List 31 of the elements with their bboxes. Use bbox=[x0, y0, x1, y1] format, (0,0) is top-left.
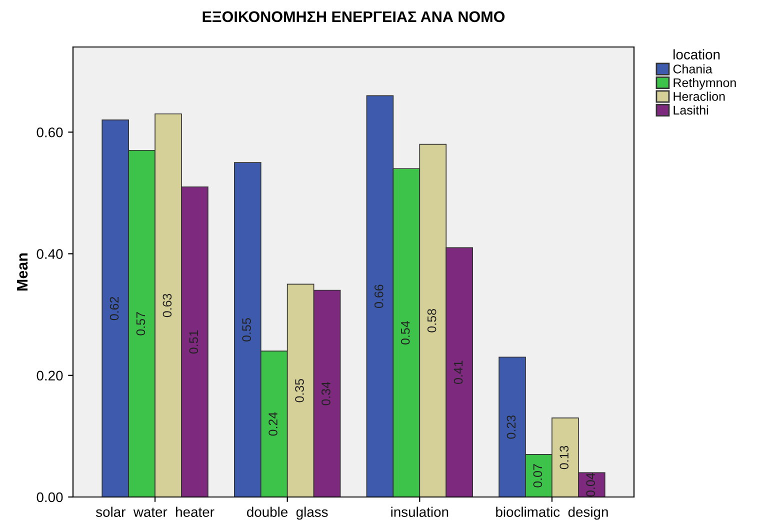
data-label: 0.54 bbox=[400, 321, 410, 344]
data-label: 0.13 bbox=[560, 446, 569, 470]
data-label: 0.58 bbox=[427, 309, 436, 332]
data-label: 0.41 bbox=[454, 360, 463, 384]
data-label: 0.35 bbox=[295, 378, 304, 402]
data-label: 0.07 bbox=[533, 464, 542, 488]
x-tick-label: double glass bbox=[247, 506, 328, 520]
data-label: 0.24 bbox=[268, 412, 278, 436]
data-label: 0.04 bbox=[586, 473, 596, 497]
legend-label: Rethymnon bbox=[674, 78, 736, 90]
legend-label: Chania bbox=[673, 64, 712, 74]
data-label: 0.34 bbox=[322, 382, 330, 406]
y-tick-label: 0.40 bbox=[36, 249, 63, 259]
data-label: 0.51 bbox=[189, 330, 198, 354]
data-label: 0.23 bbox=[506, 415, 516, 439]
data-label: 0.57 bbox=[136, 312, 146, 336]
data-label: 0.63 bbox=[162, 294, 172, 318]
x-tick-label: insulation bbox=[391, 506, 448, 517]
data-label: 0.66 bbox=[374, 284, 384, 308]
y-tick-label: 0.60 bbox=[36, 127, 63, 138]
legend-label: Heraclion bbox=[674, 92, 725, 101]
legend-title: location bbox=[674, 49, 720, 60]
chart-title: ΕΞΟΙΚΟΝΟΜΗΣΗ ΕΝΕΡΓΕΙΑΣ ΑΝΑ ΝΟΜΟ bbox=[202, 11, 505, 22]
y-tick-label: 0.20 bbox=[36, 370, 63, 381]
legend-label: Lasithi bbox=[674, 105, 708, 115]
x-tick-label: solar water heater bbox=[96, 506, 214, 517]
y-tick-label: 0.00 bbox=[36, 492, 63, 502]
x-tick-label: bioclimatic design bbox=[496, 506, 608, 520]
data-label: 0.55 bbox=[242, 318, 252, 342]
data-label: 0.62 bbox=[110, 296, 119, 320]
y-axis-title: Mean bbox=[17, 253, 28, 291]
